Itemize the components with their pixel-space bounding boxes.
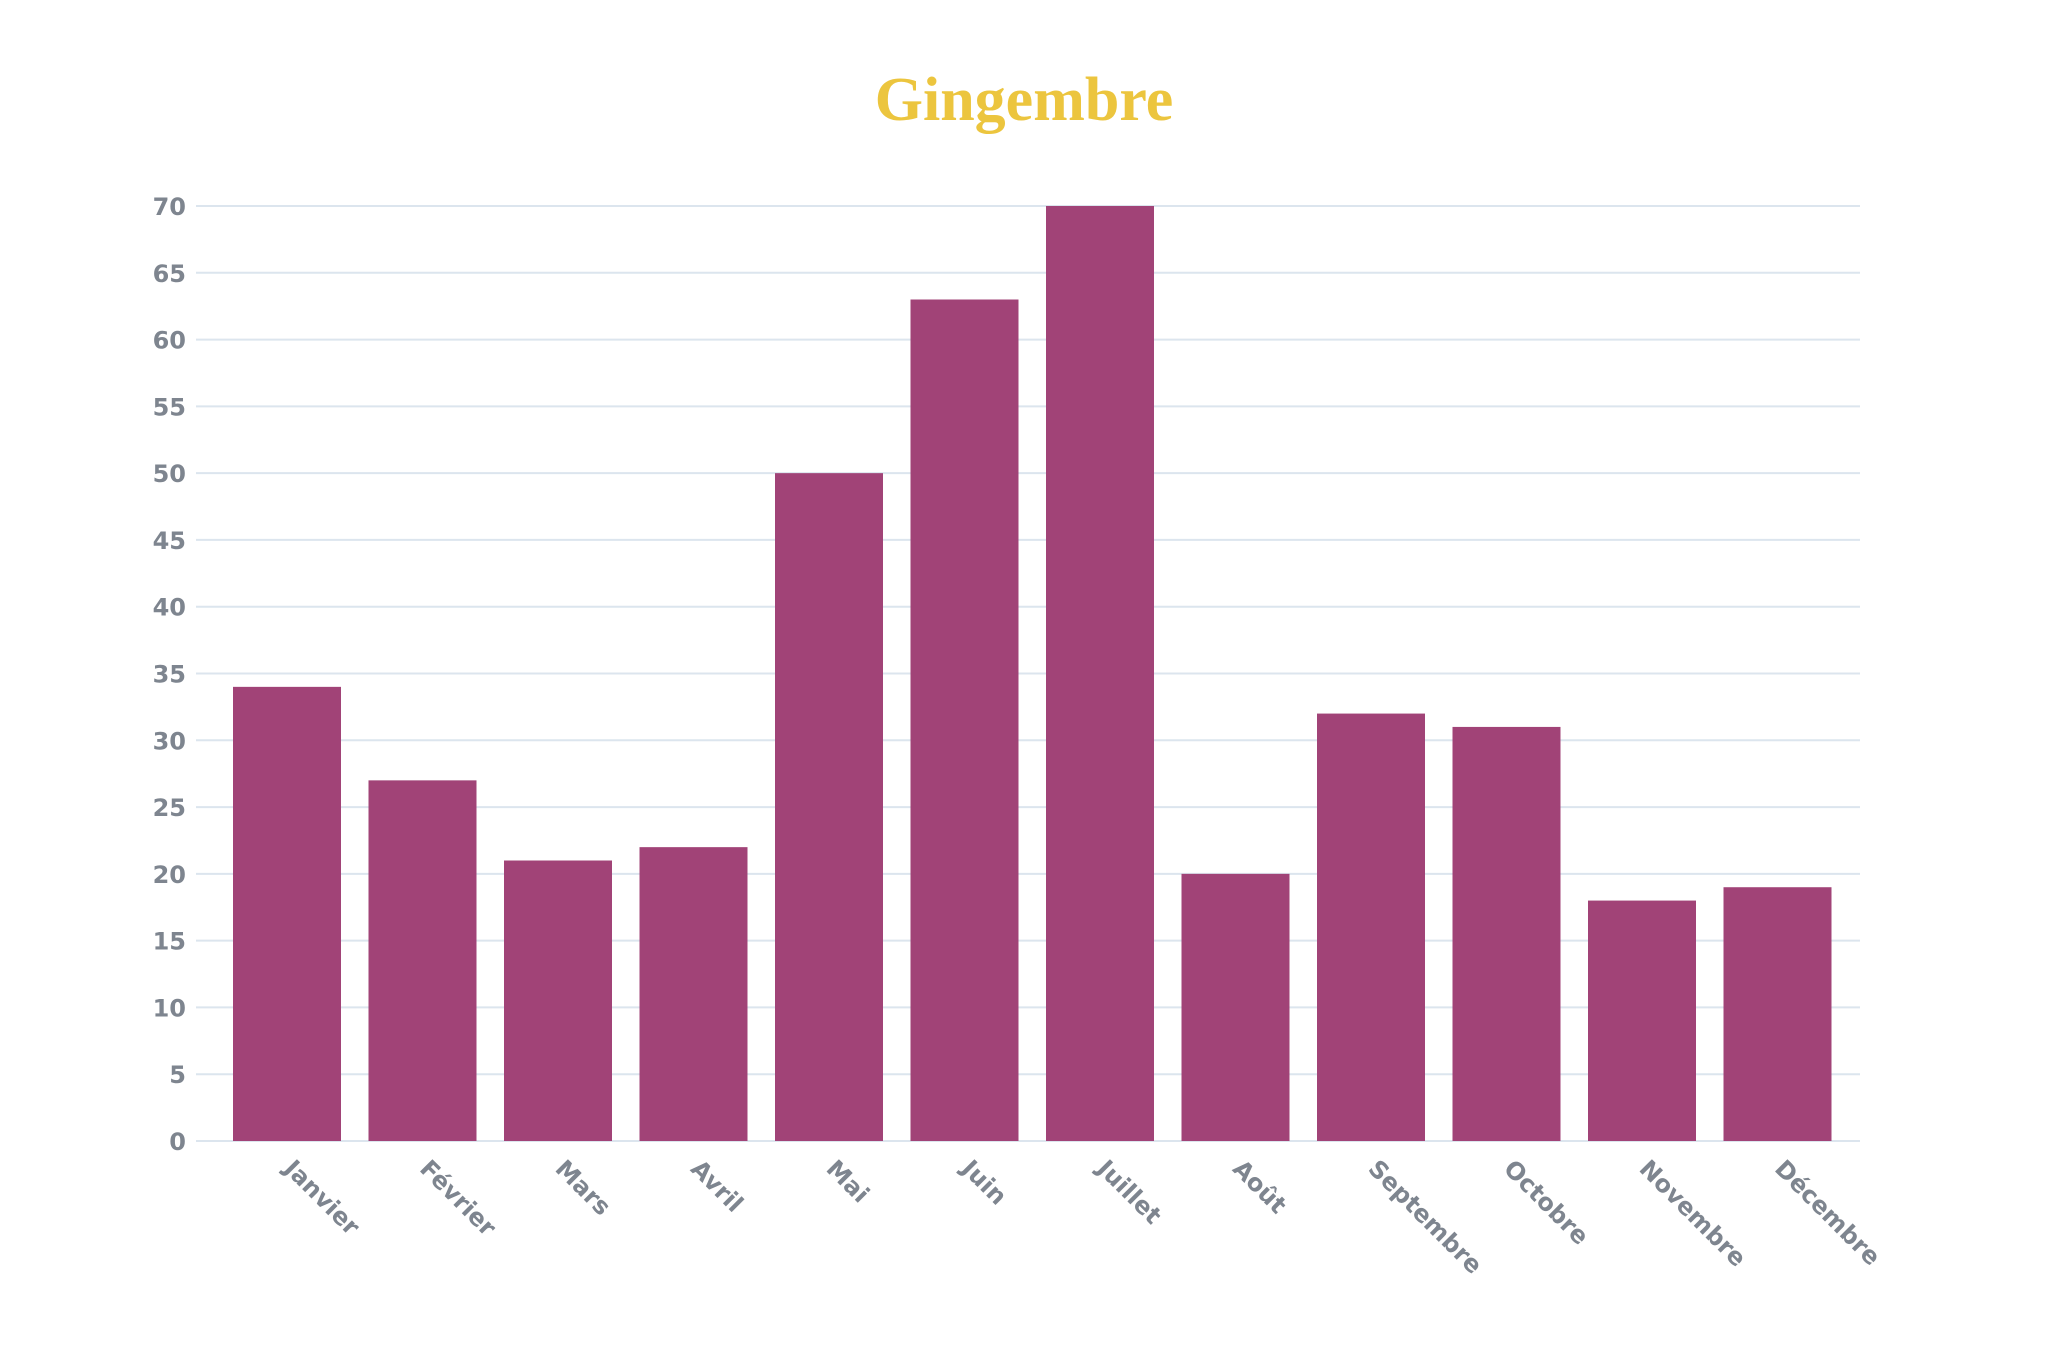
y-tick-label: 35 <box>153 661 186 689</box>
y-tick-label: 45 <box>153 527 186 555</box>
bar-7 <box>1181 873 1290 1141</box>
x-category-label: Juin <box>955 1153 1013 1211</box>
bar-10 <box>1588 900 1696 1141</box>
bar-6 <box>1046 206 1154 1141</box>
x-category-label: Novembre <box>1634 1154 1752 1272</box>
x-axis-labels: Janvier Février Mars Avril Mai Juin Juillet Aoû… <box>277 1153 1886 1279</box>
x-category-label: Mars <box>550 1154 617 1221</box>
y-tick-label: 15 <box>153 928 186 956</box>
x-category-label: Juillet <box>1090 1153 1167 1230</box>
y-tick-label: 40 <box>153 594 186 622</box>
bar-0 <box>233 686 341 1141</box>
x-category-label: Avril <box>685 1154 748 1217</box>
bar-9 <box>1452 726 1561 1141</box>
x-category-label: Décembre <box>1769 1154 1886 1271</box>
y-tick-label: 25 <box>153 794 186 822</box>
chart-title: Gingembre <box>874 66 1174 134</box>
bar-8 <box>1317 713 1425 1141</box>
bar-2 <box>504 860 612 1141</box>
bar-3 <box>639 847 748 1141</box>
y-tick-label: 50 <box>153 460 186 488</box>
x-category-label: Août <box>1227 1154 1292 1219</box>
y-tick-label: 70 <box>153 193 186 221</box>
y-tick-label: 5 <box>169 1061 186 1089</box>
y-tick-label: 20 <box>153 861 186 889</box>
y-tick-label: 65 <box>153 260 186 288</box>
y-axis-ticks: 0 5 10 15 20 25 30 35 40 45 50 55 60 65 70 <box>153 193 186 1156</box>
x-category-label: Janvier <box>277 1153 365 1241</box>
x-category-label: Mai <box>821 1154 875 1208</box>
y-tick-label: 10 <box>153 994 186 1022</box>
y-tick-label: 0 <box>169 1128 186 1156</box>
x-category-label: Février <box>414 1154 501 1241</box>
bar-4 <box>775 473 883 1142</box>
bar-1 <box>368 780 477 1141</box>
y-tick-label: 60 <box>153 327 186 355</box>
bars <box>233 206 1832 1142</box>
bar-11 <box>1723 887 1832 1141</box>
y-tick-label: 30 <box>153 727 186 755</box>
bar-5 <box>910 299 1019 1141</box>
x-category-label: Octobre <box>1498 1154 1594 1250</box>
x-category-label: Septembre <box>1363 1154 1488 1279</box>
y-tick-label: 55 <box>153 393 186 421</box>
